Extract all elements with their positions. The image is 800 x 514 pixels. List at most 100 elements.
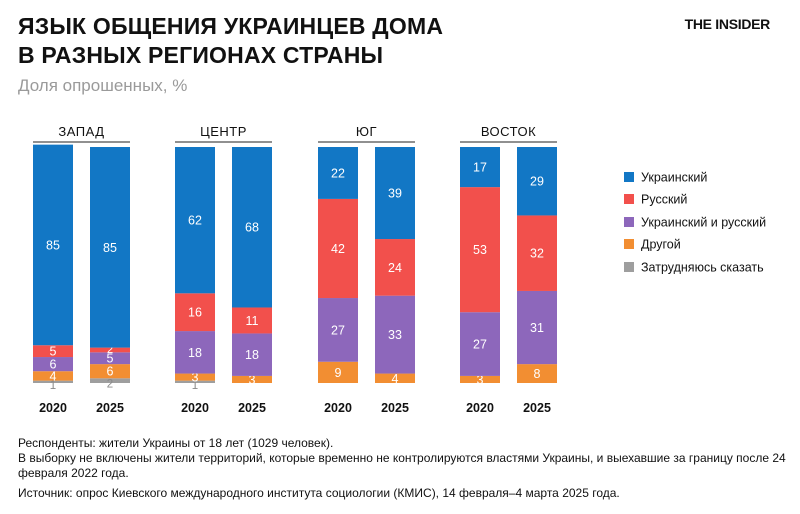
bar-segment-russian (460, 187, 500, 313)
bar-segment-other (460, 375, 500, 383)
year-label: 2020 (324, 401, 352, 415)
data-label: 2 (107, 344, 113, 356)
bar-segment-ukrainian (175, 147, 215, 294)
data-label: 24 (388, 261, 402, 275)
data-label: 6 (50, 358, 57, 372)
chart-title: ЯЗЫК ОБЩЕНИЯ УКРАИНЦЕВ ДОМА В РАЗНЫХ РЕГ… (18, 12, 443, 70)
bar-segment-both (232, 333, 272, 376)
region-label: ЮГ (356, 124, 377, 139)
data-label: 6 (107, 365, 114, 379)
legend-label-russian: Русский (641, 193, 687, 207)
chart-subtitle: Доля опрошенных, % (18, 76, 188, 95)
data-label: 33 (388, 328, 402, 342)
bar-segment-russian (318, 198, 358, 299)
bar-segment-other (232, 375, 272, 383)
bar-segment-russian (90, 347, 130, 353)
bar-segment-russian (175, 293, 215, 332)
data-label: 8 (534, 367, 541, 381)
bar-segment-undecided (33, 380, 73, 383)
data-label: 9 (335, 366, 342, 380)
data-label: 85 (46, 238, 60, 252)
data-label: 1 (192, 380, 198, 392)
region-label: ЗАПАД (58, 124, 104, 139)
year-label: 2020 (39, 401, 67, 415)
bar-segment-both (33, 357, 73, 372)
data-label: 31 (530, 321, 544, 335)
bar-segment-both (517, 290, 557, 365)
bar-segment-ukrainian (90, 147, 130, 348)
legend-label-both: Украинский и русский (641, 216, 766, 230)
bar-segment-ukrainian (33, 144, 73, 346)
legend-label-ukrainian: Украинский (641, 171, 707, 185)
bar-segment-both (175, 331, 215, 374)
data-label: 18 (188, 346, 202, 360)
bar-segment-other (175, 373, 215, 381)
bar-segment-both (318, 298, 358, 362)
year-label: 2020 (181, 401, 209, 415)
bar-segment-undecided (175, 380, 215, 383)
bar-segment-ukrainian (517, 147, 557, 216)
legend-swatch-ukrainian (624, 172, 634, 182)
data-label: 3 (192, 371, 199, 385)
year-label: 2025 (523, 401, 551, 415)
data-label: 27 (331, 323, 345, 337)
year-label: 2020 (466, 401, 494, 415)
data-label: 32 (530, 247, 544, 261)
bar-segment-other (90, 364, 130, 379)
data-label: 27 (473, 338, 487, 352)
legend-label-undecided: Затрудняюсь сказать (641, 261, 764, 275)
stacked-bar-chart: ЗАПАД14658520202652852025ЦЕНТР1318166220… (33, 124, 766, 415)
year-label: 2025 (238, 401, 266, 415)
chart-title-line-2: В РАЗНЫХ РЕГИОНАХ СТРАНЫ (18, 42, 384, 68)
data-label: 53 (473, 243, 487, 257)
data-label: 17 (473, 161, 487, 175)
data-label: 85 (103, 241, 117, 255)
data-label: 1 (50, 380, 56, 392)
legend-label-other: Другой (641, 238, 681, 252)
data-label: 2 (107, 379, 113, 391)
footnotes: Респонденты: жители Украины от 18 лет (1… (18, 436, 788, 501)
data-label: 29 (530, 175, 544, 189)
data-label: 3 (477, 373, 484, 387)
data-label: 22 (331, 166, 345, 180)
data-label: 5 (107, 352, 114, 366)
data-label: 4 (392, 372, 399, 386)
region-label: ЦЕНТР (200, 124, 247, 139)
legend-swatch-undecided (624, 262, 634, 272)
bar-segment-ukrainian (375, 147, 415, 240)
year-label: 2025 (381, 401, 409, 415)
bar-segment-russian (232, 307, 272, 334)
footnote-exclusion: В выборку не включены жители территорий,… (18, 451, 786, 480)
bar-segment-both (90, 352, 130, 365)
data-label: 42 (331, 242, 345, 256)
legend-swatch-both (624, 217, 634, 227)
bar-segment-russian (517, 215, 557, 291)
data-label: 16 (188, 306, 202, 320)
bar-segment-ukrainian (232, 147, 272, 308)
the-insider-logo: THE INSIDER (684, 16, 771, 32)
data-label: 18 (245, 348, 259, 362)
bar-segment-ukrainian (318, 147, 358, 199)
legend-swatch-other (624, 239, 634, 249)
bar-segment-other (318, 361, 358, 383)
data-label: 11 (246, 314, 259, 328)
data-label: 5 (50, 345, 57, 359)
bar-segment-russian (33, 345, 73, 358)
footnote-respondents: Респонденты: жители Украины от 18 лет (1… (18, 436, 334, 450)
data-label: 3 (249, 373, 256, 387)
legend-swatch-russian (624, 194, 634, 204)
bar-segment-both (460, 312, 500, 376)
bar-segment-ukrainian (460, 147, 500, 188)
bar-segment-both (375, 295, 415, 374)
data-label: 4 (50, 369, 57, 383)
data-label: 39 (388, 187, 402, 201)
year-label: 2025 (96, 401, 124, 415)
bar-segment-other (375, 373, 415, 383)
bar-segment-other (33, 371, 73, 381)
region-label: ВОСТОК (481, 124, 536, 139)
data-label: 62 (188, 214, 202, 228)
bar-segment-russian (375, 239, 415, 296)
bar-segment-other (517, 364, 557, 383)
bar-segment-undecided (90, 378, 130, 383)
footnote-source: Источник: опрос Киевского международного… (18, 486, 620, 500)
